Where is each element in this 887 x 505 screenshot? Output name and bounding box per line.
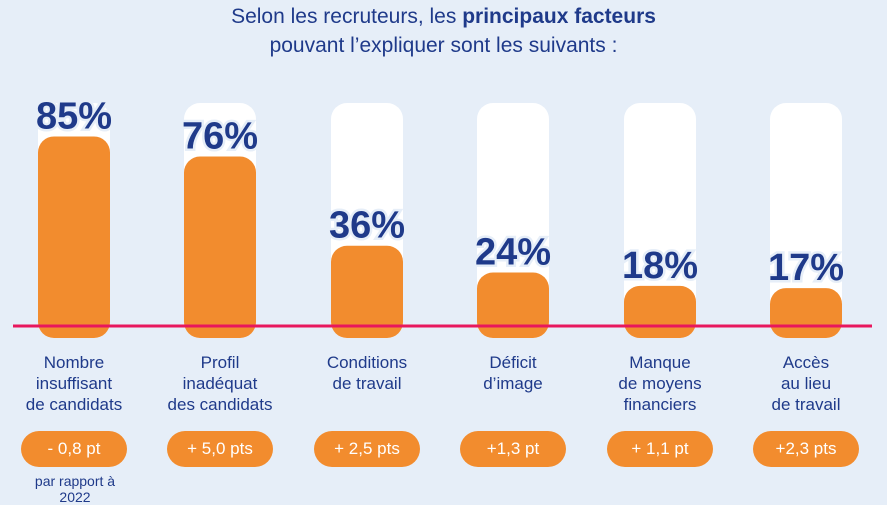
- title-line-2: pouvant l’expliquer sont les suivants :: [269, 34, 618, 57]
- change-badge: +1,3 pt: [460, 431, 566, 467]
- category-label: Déficit d’image: [483, 353, 543, 393]
- bar: [624, 285, 696, 338]
- title-prefix: Selon les recruteurs, les: [231, 5, 463, 28]
- value-label: 76%: [182, 116, 258, 158]
- bar: [770, 288, 842, 338]
- title-bold: principaux facteurs: [462, 5, 656, 28]
- category-label: Conditions de travail: [326, 353, 408, 393]
- change-badge: +2,3 pts: [753, 431, 859, 467]
- value-label: 36%: [329, 205, 405, 247]
- change-footnote: par rapport à 2022: [34, 473, 116, 505]
- category-label: Profil inadéquat des candidats: [167, 353, 273, 414]
- value-label: 17%: [768, 247, 844, 289]
- bar: [184, 156, 256, 338]
- category-label: Accès au lieu de travail: [771, 353, 841, 414]
- title-line-1: Selon les recruteurs, les principaux fac…: [0, 2, 887, 31]
- bar: [331, 245, 403, 338]
- value-label: 18%: [622, 245, 698, 287]
- bar-track: [624, 103, 696, 338]
- value-label: 85%: [36, 95, 112, 137]
- chart-title: Selon les recruteurs, les principaux fac…: [0, 2, 887, 60]
- bar-track: [770, 103, 842, 338]
- change-badge: + 5,0 pts: [167, 431, 273, 467]
- value-label: 24%: [475, 231, 551, 273]
- bar: [38, 136, 110, 338]
- change-badge: + 1,1 pt: [607, 431, 713, 467]
- category-label: Nombre insuffisant de candidats: [25, 353, 123, 414]
- change-badge: + 2,5 pts: [314, 431, 420, 467]
- category-label: Manque de moyens financiers: [618, 353, 702, 414]
- change-badge: - 0,8 pt: [21, 431, 127, 467]
- bar: [477, 272, 549, 338]
